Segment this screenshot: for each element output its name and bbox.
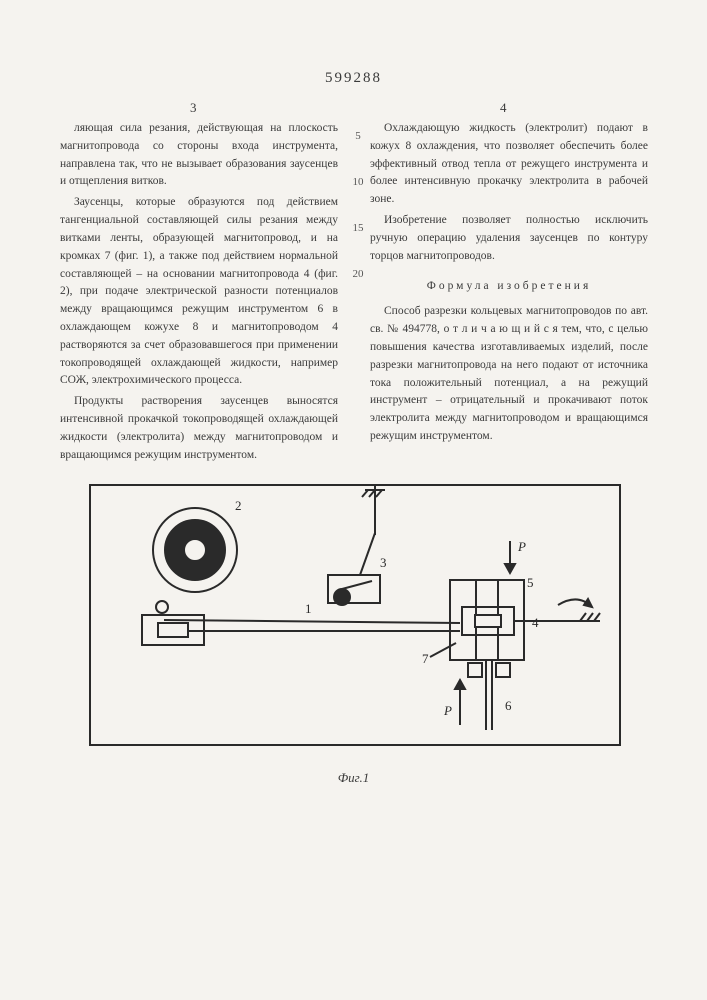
ln-20: 20 [348,268,368,280]
line-numbers: 5 10 15 20 [348,130,368,314]
figure-svg: 2 3 1 5 4 7 [80,475,630,765]
svg-text:P: P [443,703,452,718]
svg-text:2: 2 [235,498,242,513]
doc-number: 599288 [0,70,707,87]
svg-text:6: 6 [505,698,512,713]
svg-text:4: 4 [532,615,539,630]
right-p3: Способ разрезки кольцевых магнитопроводо… [370,303,648,446]
right-p2: Изобретение позволяет полностью исключит… [370,212,648,265]
ln-5: 5 [348,130,368,142]
left-p2: Заусенцы, которые образуются под действи… [60,194,338,390]
page-body: 3 4 5 10 15 20 ляющая сила резания, дейс… [60,100,650,467]
svg-text:7: 7 [422,651,429,666]
svg-text:5: 5 [527,575,534,590]
ln-10: 10 [348,176,368,188]
svg-text:P: P [517,539,526,554]
right-column: Охлаждающую жидкость (электролит) подают… [370,120,648,467]
left-p1: ляющая сила резания, действующая на плос… [60,120,338,191]
svg-text:1: 1 [305,601,312,616]
figure-caption: Фиг.1 [0,770,707,786]
formula-title: Формула изобретения [370,278,648,296]
col-number-left: 3 [190,100,197,116]
ln-15: 15 [348,222,368,234]
svg-text:3: 3 [380,555,387,570]
left-column: ляющая сила резания, действующая на плос… [60,120,338,467]
left-p3: Продукты растворения заусенцев выносятся… [60,393,338,464]
right-p1: Охлаждающую жидкость (электролит) подают… [370,120,648,209]
figure-1: 2 3 1 5 4 7 [80,475,630,765]
col-number-right: 4 [500,100,507,116]
